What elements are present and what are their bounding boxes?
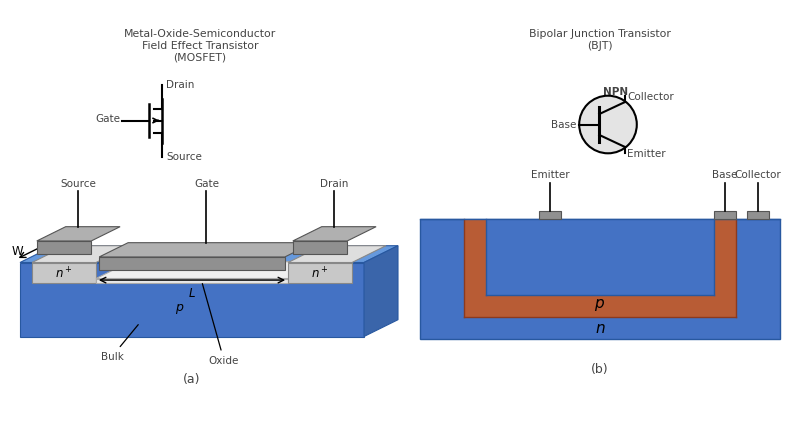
Text: Base: Base	[712, 170, 738, 180]
Polygon shape	[37, 227, 120, 241]
Text: Metal: Metal	[307, 243, 333, 252]
Text: Metal: Metal	[51, 243, 77, 252]
Text: $n^+$: $n^+$	[55, 265, 73, 281]
Text: Bulk: Bulk	[101, 325, 138, 362]
Text: L: L	[189, 286, 195, 299]
Polygon shape	[32, 246, 130, 263]
Text: W: W	[11, 245, 23, 258]
Text: Drain: Drain	[320, 178, 349, 188]
Text: (b): (b)	[591, 362, 609, 375]
Text: $p$: $p$	[175, 302, 185, 316]
Text: Gate: Gate	[95, 114, 120, 124]
Text: NPN: NPN	[603, 87, 628, 97]
Polygon shape	[464, 219, 736, 317]
Polygon shape	[32, 263, 96, 284]
Text: $n^+$: $n^+$	[311, 265, 329, 281]
Polygon shape	[420, 219, 780, 339]
Text: Metal-Oxide-Semiconductor
Field Effect Transistor
(MOSFET): Metal-Oxide-Semiconductor Field Effect T…	[124, 29, 276, 63]
Text: (a): (a)	[183, 372, 201, 385]
Text: Oxide: Oxide	[202, 284, 239, 366]
Circle shape	[579, 96, 637, 154]
Polygon shape	[714, 211, 736, 219]
Polygon shape	[539, 211, 561, 219]
Text: Emitter: Emitter	[530, 170, 569, 180]
Polygon shape	[486, 219, 714, 295]
Polygon shape	[20, 263, 364, 337]
Text: $p$: $p$	[594, 297, 606, 313]
Text: Collector: Collector	[627, 92, 674, 102]
Polygon shape	[96, 279, 288, 284]
Polygon shape	[99, 258, 285, 270]
Text: $n$: $n$	[594, 249, 606, 265]
Polygon shape	[96, 262, 322, 279]
Text: Metal: Metal	[179, 259, 205, 268]
Polygon shape	[37, 241, 91, 254]
Polygon shape	[293, 241, 347, 254]
Polygon shape	[288, 246, 386, 263]
Polygon shape	[747, 211, 769, 219]
Text: Source: Source	[61, 178, 96, 188]
Polygon shape	[364, 246, 398, 337]
Polygon shape	[20, 246, 398, 263]
Text: Drain: Drain	[166, 80, 194, 90]
Text: $n$: $n$	[594, 320, 606, 335]
Polygon shape	[293, 227, 376, 241]
Text: Gate: Gate	[194, 178, 219, 188]
Text: Source: Source	[166, 152, 202, 162]
Text: Bipolar Junction Transistor
(BJT): Bipolar Junction Transistor (BJT)	[529, 29, 671, 51]
Polygon shape	[99, 243, 314, 258]
Text: Base: Base	[550, 120, 576, 130]
Polygon shape	[288, 263, 352, 284]
Text: Emitter: Emitter	[627, 149, 666, 159]
Text: Collector: Collector	[734, 170, 782, 180]
